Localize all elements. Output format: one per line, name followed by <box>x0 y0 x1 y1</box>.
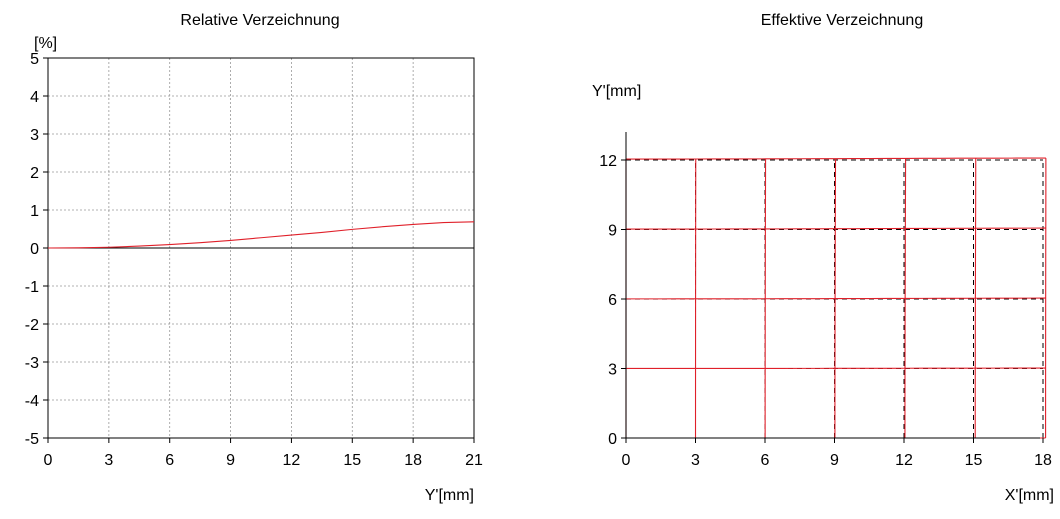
left-ytick-label: -5 <box>25 431 39 448</box>
right-xtick-label: 6 <box>761 452 770 469</box>
left-x-axis-label: Y'[mm] <box>425 487 474 504</box>
left-ytick-label: 3 <box>30 127 39 144</box>
left-ytick-label: -3 <box>25 355 39 372</box>
distorted-hline-9 <box>625 227 1046 230</box>
left-xtick-label: 15 <box>343 452 361 469</box>
left-xtick-label: 6 <box>165 452 174 469</box>
left-ytick-label: -1 <box>25 279 39 296</box>
left-chart-title: Relative Verzeichnung <box>180 12 339 29</box>
relative-distortion-chart: Relative Verzeichnung [%] Y'[mm] 0 3 6 9 12 1… <box>25 12 483 504</box>
left-ytick-label: 4 <box>30 89 39 106</box>
distorted-grid <box>625 157 1047 439</box>
left-xtick-label: 18 <box>404 452 422 469</box>
left-ytick-label: 2 <box>30 165 39 182</box>
left-ytick-label: 5 <box>30 51 39 68</box>
right-xtick-label: 3 <box>691 452 700 469</box>
effective-distortion-chart: Effektive Verzeichnung Y'[mm] X'[mm] 0 3 6… <box>592 12 1054 504</box>
right-tick-labels: 0 3 6 9 12 15 18 0 3 6 9 12 <box>599 153 1052 469</box>
left-xtick-label: 3 <box>104 452 113 469</box>
right-xtick-label: 18 <box>1034 452 1052 469</box>
right-ytick-label: 6 <box>608 292 617 309</box>
left-series <box>47 221 475 249</box>
right-y-axis-label: Y'[mm] <box>592 83 641 100</box>
right-xtick-label: 15 <box>965 452 983 469</box>
left-xtick-label: 21 <box>465 452 483 469</box>
left-xtick-label: 12 <box>283 452 301 469</box>
right-x-axis-label: X'[mm] <box>1005 487 1054 504</box>
left-ytick-label: -2 <box>25 317 39 334</box>
left-y-unit-label: [%] <box>34 35 57 52</box>
left-xtick-label: 0 <box>44 452 53 469</box>
left-ytick-label: 1 <box>30 203 39 220</box>
right-chart-title: Effektive Verzeichnung <box>761 12 923 29</box>
right-ytick-label: 0 <box>608 431 617 448</box>
distorted-hline-12 <box>625 157 1046 160</box>
right-axes <box>621 132 1044 443</box>
right-ytick-label: 3 <box>608 362 617 379</box>
right-xtick-label: 9 <box>830 452 839 469</box>
right-xtick-label: 0 <box>622 452 631 469</box>
left-xtick-label: 9 <box>226 452 235 469</box>
left-ytick-label: 0 <box>30 241 39 258</box>
left-ytick-label: -4 <box>25 393 39 410</box>
left-axes <box>43 57 475 443</box>
right-ytick-label: 9 <box>608 223 617 240</box>
right-ytick-label: 12 <box>599 153 617 170</box>
right-xtick-label: 12 <box>895 452 913 469</box>
distorted-hline-6 <box>625 297 1046 300</box>
left-series-line-0 <box>47 221 475 249</box>
